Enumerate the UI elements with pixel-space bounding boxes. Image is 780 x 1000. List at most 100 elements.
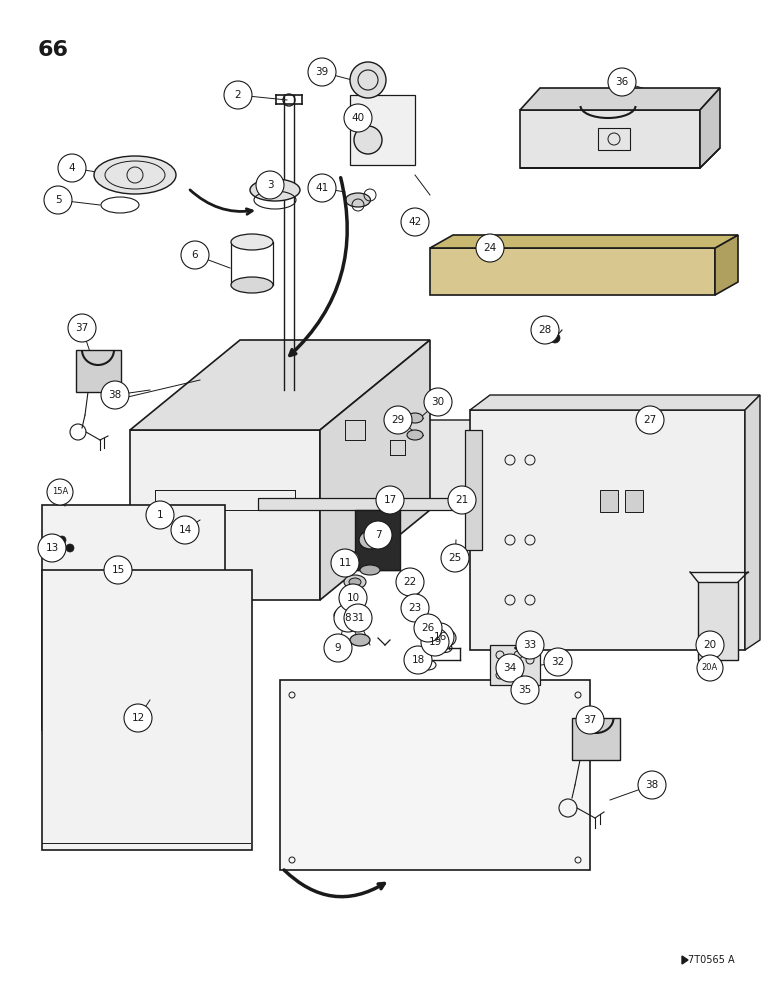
Circle shape [101,381,129,409]
Polygon shape [470,410,745,650]
Polygon shape [42,505,225,730]
Polygon shape [700,88,720,168]
Text: 7: 7 [374,530,381,540]
Bar [600,490,618,512]
Text: 26: 26 [421,623,434,633]
Polygon shape [430,248,715,295]
Text: 41: 41 [315,183,328,193]
Text: 37: 37 [583,715,597,725]
Circle shape [414,614,442,642]
Polygon shape [465,430,482,550]
Polygon shape [430,235,738,248]
Circle shape [426,623,454,651]
Circle shape [66,544,74,552]
Circle shape [697,655,723,681]
Circle shape [68,314,96,342]
Text: 19: 19 [428,637,441,647]
Circle shape [638,771,666,799]
Text: 17: 17 [384,495,396,505]
Text: 16: 16 [434,632,447,642]
Circle shape [58,536,66,544]
Ellipse shape [407,430,423,440]
Text: 66: 66 [38,40,69,60]
Ellipse shape [94,156,176,194]
Polygon shape [280,680,590,870]
Circle shape [146,501,174,529]
Circle shape [344,104,372,132]
Circle shape [544,648,572,676]
Circle shape [104,556,132,584]
Ellipse shape [349,578,361,586]
Text: 40: 40 [352,113,364,123]
Circle shape [350,62,386,98]
Text: 31: 31 [351,613,364,623]
Text: 4: 4 [69,163,76,173]
Text: 35: 35 [519,685,532,695]
Circle shape [496,654,524,682]
Polygon shape [715,235,738,295]
Ellipse shape [344,575,366,589]
Circle shape [334,604,362,632]
Ellipse shape [350,634,370,646]
Text: 42: 42 [409,217,422,227]
Circle shape [531,316,559,344]
Text: 22: 22 [403,577,417,587]
Ellipse shape [250,179,300,201]
Text: 21: 21 [456,495,469,505]
Text: 38: 38 [108,390,122,400]
Text: 5: 5 [55,195,62,205]
Circle shape [448,486,476,514]
Ellipse shape [231,234,273,250]
Circle shape [636,406,664,434]
Circle shape [44,186,72,214]
Text: 7T0565 A: 7T0565 A [688,955,735,965]
Circle shape [401,594,429,622]
Text: 23: 23 [409,603,422,613]
Text: 9: 9 [335,643,342,653]
Polygon shape [490,645,540,685]
Circle shape [256,171,284,199]
Text: 11: 11 [339,558,352,568]
Circle shape [46,541,54,549]
Circle shape [401,208,429,236]
Circle shape [124,704,152,732]
Text: 12: 12 [131,713,144,723]
Polygon shape [355,510,400,570]
Polygon shape [130,430,320,600]
Text: 38: 38 [645,780,658,790]
Text: 15: 15 [112,565,125,575]
Polygon shape [130,420,600,500]
Text: 1: 1 [157,510,163,520]
Text: 20: 20 [704,640,717,650]
Text: 18: 18 [411,655,424,665]
Ellipse shape [341,551,359,565]
Bar [572,718,620,760]
Text: 15A: 15A [52,488,68,496]
Text: 37: 37 [76,323,89,333]
Circle shape [404,646,432,674]
Text: 34: 34 [503,663,516,673]
Polygon shape [745,395,760,650]
Circle shape [608,68,636,96]
Polygon shape [130,340,430,430]
Circle shape [47,479,73,505]
Circle shape [38,534,66,562]
Text: 33: 33 [523,640,537,650]
Polygon shape [470,395,760,410]
Text: 29: 29 [392,415,405,425]
Circle shape [396,568,424,596]
Ellipse shape [346,193,370,207]
Text: 28: 28 [538,325,551,335]
Polygon shape [682,956,688,964]
Text: 27: 27 [644,415,657,425]
Polygon shape [520,88,720,110]
Circle shape [384,406,412,434]
Ellipse shape [360,565,380,575]
Circle shape [331,549,359,577]
Polygon shape [258,498,470,510]
Circle shape [308,58,336,86]
Circle shape [516,631,544,659]
Circle shape [58,154,86,182]
Circle shape [441,544,469,572]
Polygon shape [320,340,430,600]
